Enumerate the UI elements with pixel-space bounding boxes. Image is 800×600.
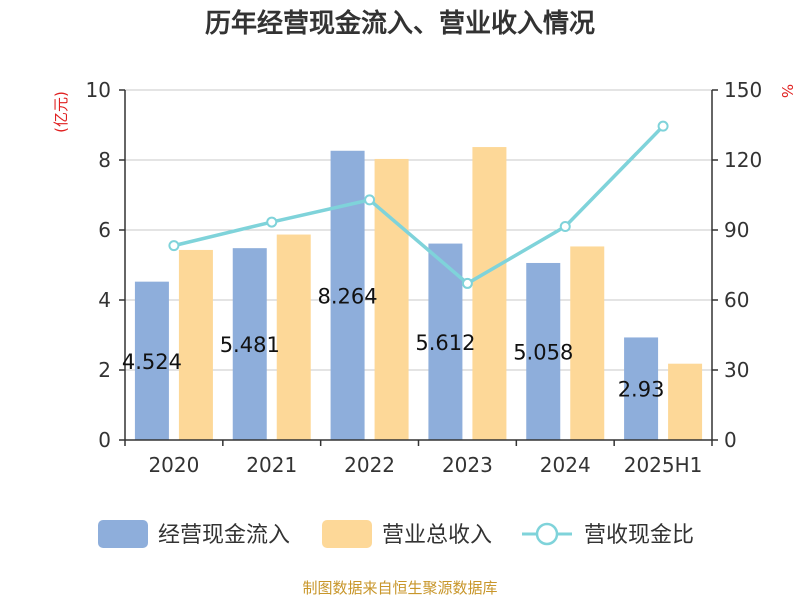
line-path [173, 124, 665, 286]
x-tick-label: 2020 [148, 453, 199, 477]
x-tick-label: 2024 [540, 453, 591, 477]
bar-revenue [374, 158, 409, 440]
left-tick-label: 10 [86, 78, 111, 102]
line-point [461, 277, 473, 289]
data-label-cash-inflow: 2.93 [618, 378, 665, 402]
bar-revenue [570, 246, 605, 440]
gridlines [125, 89, 712, 371]
data-label-cash-inflow: 5.058 [513, 340, 573, 364]
right-tick-label: 90 [724, 218, 749, 242]
bar-revenue [178, 249, 213, 440]
bar-revenue [472, 147, 507, 441]
data-label-cash-inflow: 5.481 [220, 333, 280, 357]
footer-source: 制图数据来自恒生聚源数据库 [302, 579, 497, 597]
data-label-cash-inflow: 5.612 [415, 331, 475, 355]
legend-label: 营业总收入 [382, 523, 492, 548]
bar-revenue [668, 363, 703, 440]
line-point [168, 240, 180, 252]
left-tick-label: 0 [98, 428, 111, 452]
x-tick-label: 2021 [246, 453, 297, 477]
bars [134, 147, 703, 441]
left-tick-label: 6 [98, 218, 111, 242]
bar-cash-inflow [330, 150, 365, 440]
legend-swatch [322, 520, 372, 548]
bar-cash-inflow [232, 248, 267, 440]
ratio-line [168, 120, 669, 289]
bar-cash-inflow [624, 337, 659, 440]
right-tick-label: 30 [724, 358, 749, 382]
left-tick-label: 8 [98, 148, 111, 172]
x-tick-label: 2023 [442, 453, 493, 477]
right-tick-label: 0 [724, 428, 737, 452]
legend-label: 经营现金流入 [158, 523, 290, 548]
left-tick-label: 4 [98, 288, 111, 312]
line-point [657, 120, 669, 132]
data-labels: 4.524 5.481 8.264 5.612 5.058 2.93 [122, 284, 665, 401]
line-point [266, 216, 278, 228]
right-tick-label: 60 [724, 288, 749, 312]
data-label-cash-inflow: 4.524 [122, 350, 182, 374]
right-tick-label: 150 [724, 78, 762, 102]
line-point [559, 221, 571, 232]
bar-revenue [276, 234, 311, 440]
left-tick-label: 2 [98, 358, 111, 382]
x-tick-label: 2022 [344, 453, 395, 477]
legend-swatch [98, 520, 148, 548]
axes: 0 2 4 6 8 10 0 30 60 90 120 150 2020 2021 2022 2023 2024… [86, 78, 763, 477]
bar-cash-inflow [134, 281, 169, 440]
left-axis-unit: (亿元) [52, 91, 70, 133]
legend: 经营现金流入 营业总收入 营收现金比 [98, 520, 694, 548]
chart-title: 历年经营现金流入、营业收入情况 [205, 8, 595, 39]
right-axis-unit: % [778, 84, 796, 98]
x-tick-label: 2025H1 [624, 453, 703, 477]
legend-marker [535, 522, 559, 546]
line-point [364, 194, 376, 206]
bar-cash-inflow [526, 262, 561, 440]
right-tick-label: 120 [724, 148, 762, 172]
legend-label: 营收现金比 [584, 523, 694, 548]
data-label-cash-inflow: 8.264 [318, 284, 378, 308]
